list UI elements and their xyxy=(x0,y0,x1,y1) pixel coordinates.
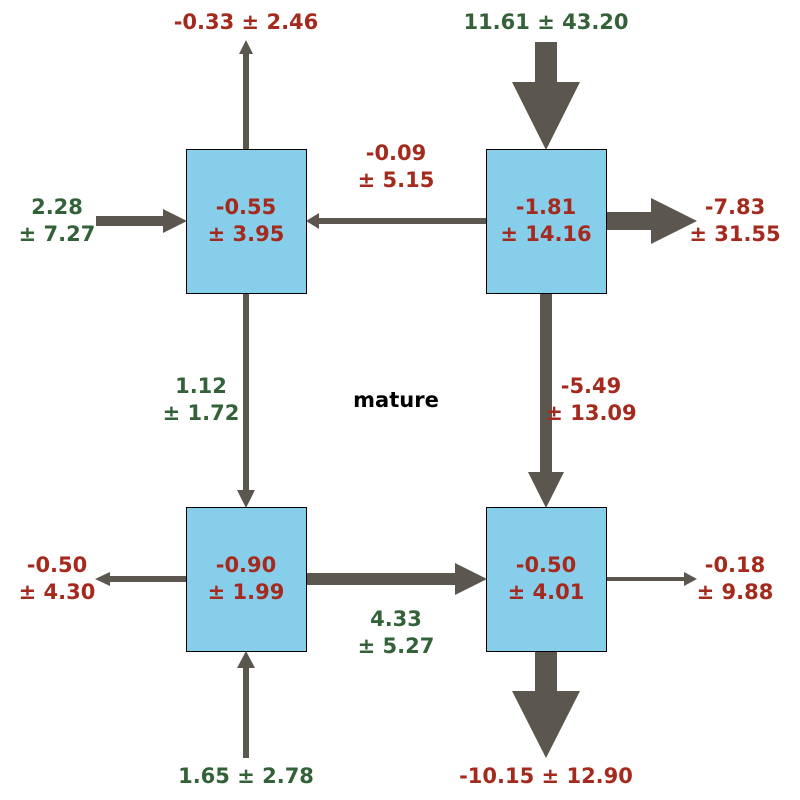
flow-label-tr-to-br-error: ± 13.09 xyxy=(545,401,636,425)
arrow-tr-to-tl xyxy=(306,213,487,229)
flow-label-tr-to-br-value: -5.49 xyxy=(561,374,622,398)
flow-label-tr-out-right-error: ± 31.55 xyxy=(689,222,780,246)
flow-label-tl-to-bl-error: ± 1.72 xyxy=(163,401,240,425)
box-bottom-right-error: ± 4.01 xyxy=(508,580,585,604)
box-bottom-right xyxy=(486,507,607,652)
arrow-tr-out-right xyxy=(606,198,697,244)
arrow-tr-in-top xyxy=(512,42,580,150)
flow-label-bl-out-left-value: -0.50 xyxy=(27,553,88,577)
box-top-right-value: -1.81 xyxy=(516,195,577,219)
flow-label-tr-out-right-value: -7.83 xyxy=(705,195,766,219)
box-top-left-value: -0.55 xyxy=(216,195,277,219)
arrow-bl-in-bottom xyxy=(237,651,255,758)
arrow-tl-in-left xyxy=(96,209,187,233)
flow-label-bl-in-bottom: 1.65 ± 2.78 xyxy=(178,764,314,788)
diagram-title: mature xyxy=(353,388,439,412)
arrow-tl-out-up xyxy=(239,40,253,150)
box-top-right xyxy=(486,149,607,294)
flow-label-br-out-right-error: ± 9.88 xyxy=(697,580,774,604)
arrow-br-out-right xyxy=(606,572,697,586)
box-top-left-error: ± 3.95 xyxy=(208,222,285,246)
flow-label-bl-to-br-value: 4.33 xyxy=(370,607,422,631)
flow-label-bl-out-left-error: ± 4.30 xyxy=(19,580,96,604)
flow-label-tr-to-tl-error: ± 5.15 xyxy=(358,168,435,192)
box-bottom-left-error: ± 1.99 xyxy=(208,580,285,604)
flow-label-tl-in-left-value: 2.28 xyxy=(31,195,83,219)
box-top-left xyxy=(186,149,307,294)
flow-label-tl-out-up: -0.33 ± 2.46 xyxy=(174,10,319,34)
flow-label-tl-to-bl-value: 1.12 xyxy=(175,374,227,398)
arrow-tr-to-br xyxy=(528,293,564,508)
flow-label-tr-to-tl-value: -0.09 xyxy=(366,141,427,165)
flow-label-tl-in-left-error: ± 7.27 xyxy=(19,222,96,246)
box-top-right-error: ± 14.16 xyxy=(500,222,591,246)
flow-label-br-out-bottom: -10.15 ± 12.90 xyxy=(459,764,633,788)
box-bottom-left xyxy=(186,507,307,652)
arrow-bl-out-left xyxy=(95,572,187,586)
arrow-bl-to-br xyxy=(306,563,487,595)
box-bottom-right-value: -0.50 xyxy=(516,553,577,577)
box-bottom-left-value: -0.90 xyxy=(216,553,277,577)
arrow-tl-to-bl xyxy=(237,293,255,508)
flow-label-br-out-right-value: -0.18 xyxy=(705,553,766,577)
flow-label-bl-to-br-error: ± 5.27 xyxy=(358,634,435,658)
flow-label-tr-in-top: 11.61 ± 43.20 xyxy=(463,10,628,34)
arrow-br-out-bottom xyxy=(512,651,580,758)
